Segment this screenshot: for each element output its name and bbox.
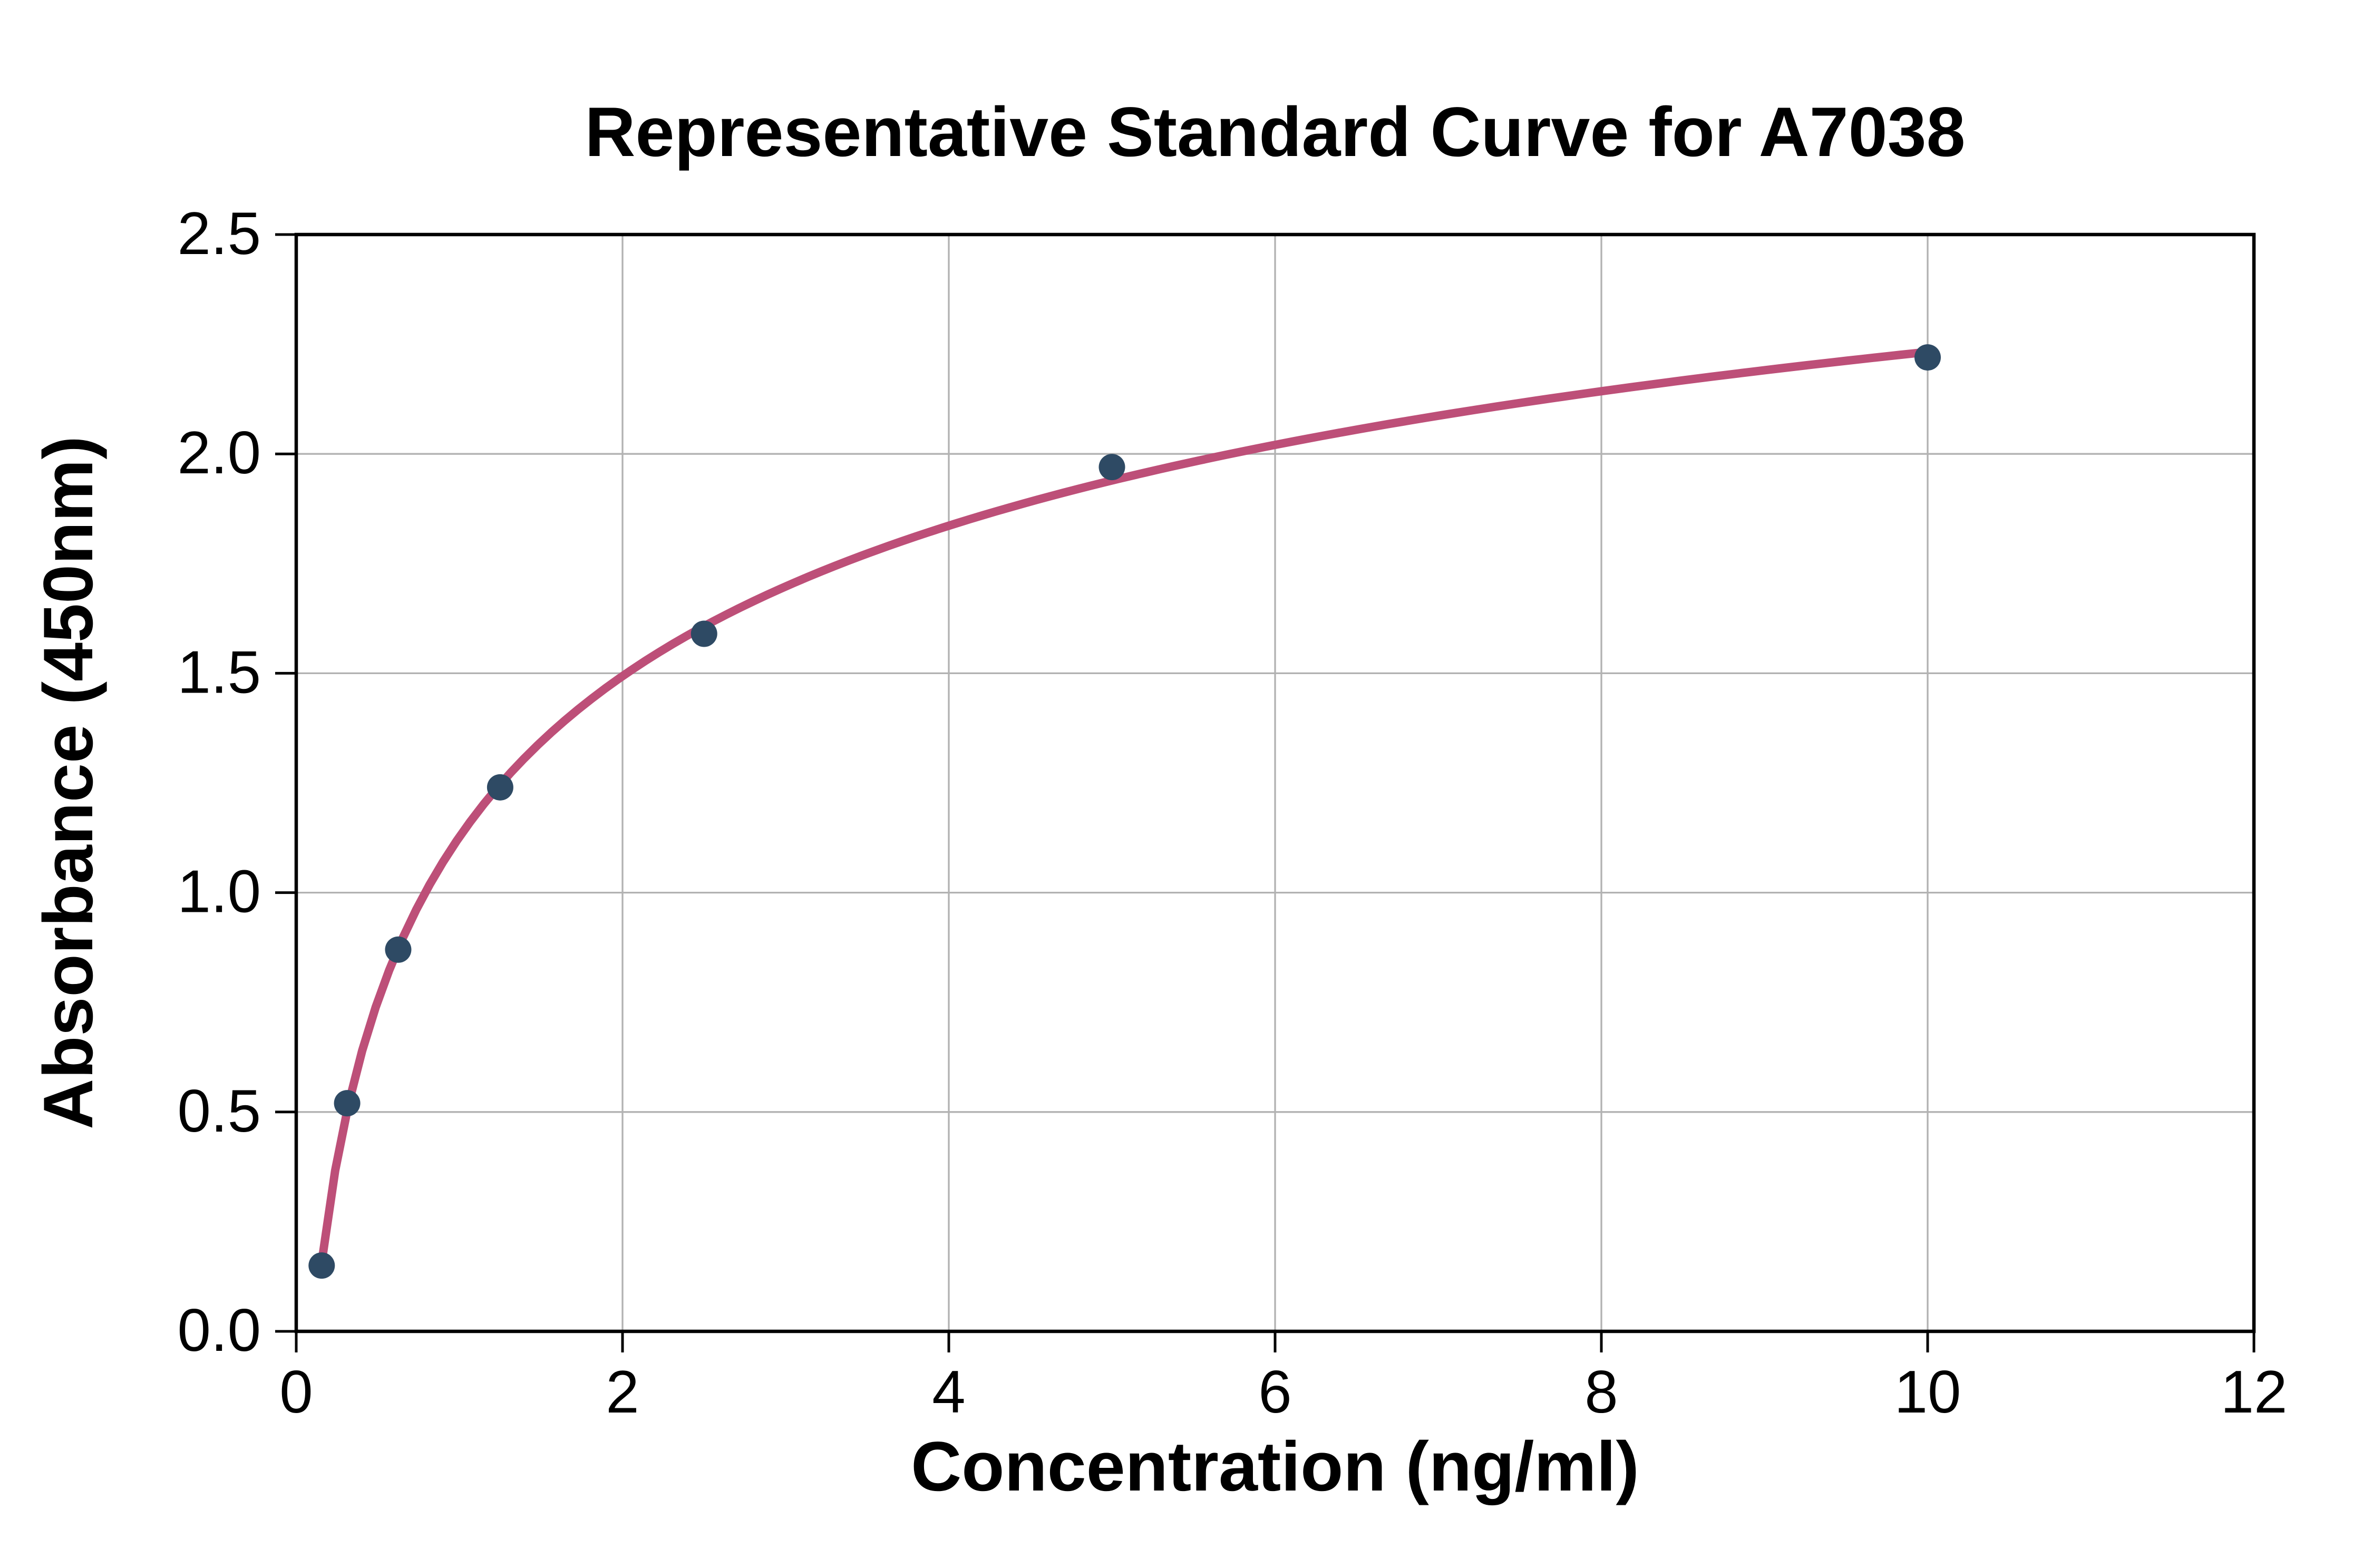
svg-text:6: 6 — [1258, 1359, 1291, 1426]
svg-text:1.0: 1.0 — [178, 859, 261, 926]
svg-text:0.0: 0.0 — [178, 1297, 261, 1364]
svg-text:1.5: 1.5 — [178, 639, 261, 706]
svg-text:2: 2 — [606, 1359, 639, 1426]
svg-text:Absorbance (450nm): Absorbance (450nm) — [30, 436, 108, 1129]
svg-text:Representative Standard Curve: Representative Standard Curve for A7038 — [585, 93, 1965, 171]
svg-text:8: 8 — [1584, 1359, 1618, 1426]
svg-text:Concentration (ng/ml): Concentration (ng/ml) — [911, 1428, 1639, 1506]
svg-text:12: 12 — [2221, 1359, 2288, 1426]
svg-text:0.5: 0.5 — [178, 1078, 261, 1145]
svg-text:10: 10 — [1894, 1359, 1961, 1426]
svg-text:4: 4 — [932, 1359, 965, 1426]
svg-text:2.0: 2.0 — [178, 420, 261, 486]
svg-text:0: 0 — [279, 1359, 313, 1426]
svg-text:2.5: 2.5 — [178, 200, 261, 267]
